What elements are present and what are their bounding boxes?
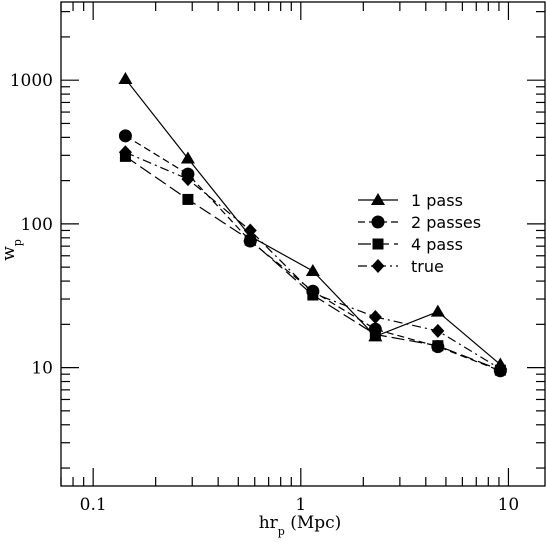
data-point-1-pass — [180, 151, 195, 164]
x-axis-label: hrp (Mpc) — [259, 513, 342, 538]
data-point-true — [493, 361, 507, 376]
data-point-4-pass — [244, 234, 256, 246]
legend-marker — [372, 238, 384, 250]
x-tick-label: 0.1 — [80, 495, 107, 515]
y-tick-label: 1000 — [10, 71, 53, 91]
data-point-1-pass — [305, 264, 320, 277]
data-point-4-pass — [369, 328, 381, 340]
legend-entry-true: true — [358, 257, 444, 276]
axis-ticks — [60, 2, 545, 486]
data-point-true — [243, 223, 257, 238]
series-true — [118, 145, 507, 376]
data-point-true — [306, 286, 320, 301]
series-line-true — [125, 151, 501, 370]
data-point-1-pass — [118, 71, 133, 84]
legend: 1 pass 2 passes 4 pass true — [358, 191, 481, 276]
legend-label: true — [411, 257, 444, 276]
data-point-true — [118, 145, 132, 160]
data-point-true — [431, 323, 445, 338]
series-layer — [118, 71, 508, 378]
series-line-4-pass — [125, 155, 501, 371]
y-tick-label: 100 — [21, 215, 53, 235]
legend-label: 1 pass — [411, 191, 463, 210]
legend-label: 2 passes — [411, 213, 481, 232]
legend-marker — [371, 215, 385, 229]
data-point-4-pass — [432, 340, 444, 352]
y-tick-label: 10 — [31, 359, 53, 379]
x-tick-label: 10 — [498, 495, 520, 515]
data-point-2-passes — [118, 129, 132, 143]
legend-entry-1-pass: 1 pass — [358, 191, 463, 210]
legend-label: 4 pass — [411, 235, 463, 254]
data-point-4-pass — [182, 193, 194, 205]
plot-frame — [60, 1, 546, 487]
legend-marker — [371, 259, 385, 273]
legend-entry-4-pass: 4 pass — [358, 235, 463, 254]
y-axis-label: wp — [0, 239, 24, 261]
series-4-pass — [119, 150, 506, 376]
x-tick-label: 1 — [295, 495, 306, 515]
axis-tick-labels: 0.1 1 10 10 100 1000 — [10, 71, 520, 515]
data-point-true — [181, 172, 195, 187]
legend-entry-2-passes: 2 passes — [358, 213, 481, 232]
legend-marker — [371, 193, 385, 205]
data-point-1-pass — [430, 304, 445, 317]
data-point-true — [368, 309, 382, 324]
